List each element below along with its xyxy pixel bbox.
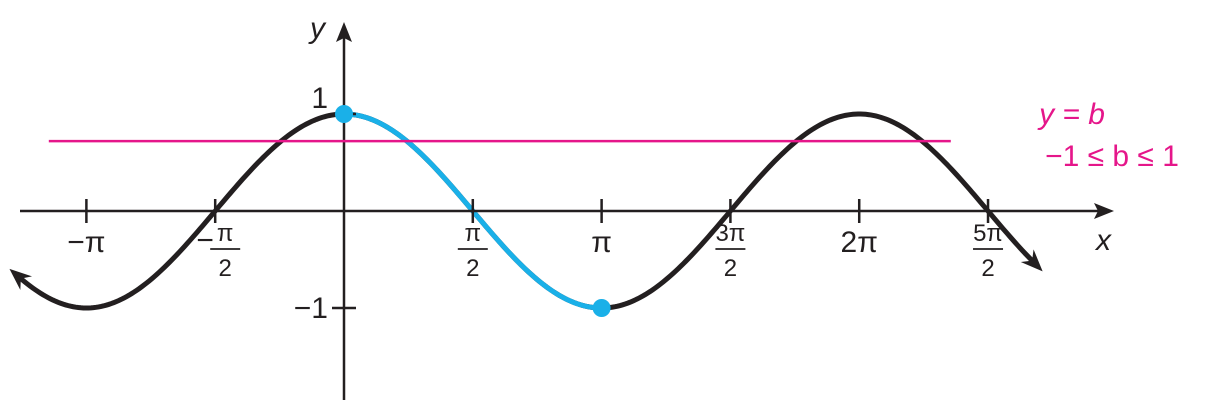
- curve-right-arrowhead: [1020, 249, 1043, 272]
- x-tick-label: π: [591, 226, 612, 259]
- highlight-point: [592, 299, 611, 317]
- x-tick-denominator: 2: [466, 255, 479, 282]
- line-condition-label: −1 ≤ b ≤ 1: [1045, 140, 1179, 173]
- x-tick-numerator: π: [465, 220, 482, 247]
- x-tick-label: −π: [67, 226, 105, 259]
- x-axis-arrowhead: [1094, 203, 1114, 219]
- x-tick-numerator: π: [217, 220, 234, 247]
- x-tick-denominator: 2: [219, 255, 232, 282]
- x-tick-numerator: 5π: [973, 220, 1003, 247]
- x-axis-label: x: [1094, 224, 1112, 257]
- y-axis-label: y: [308, 12, 327, 45]
- line-equation-label: y = b: [1037, 98, 1105, 131]
- highlight-point: [335, 105, 353, 123]
- x-tick-denominator: 2: [981, 255, 994, 282]
- x-tick-numerator: 3π: [715, 220, 745, 247]
- curve-left-arrowhead: [9, 268, 33, 291]
- axes-layer: x y: [20, 12, 1114, 400]
- y-axis-arrowhead: [336, 22, 352, 42]
- x-tick-label: 2π: [841, 226, 878, 259]
- y-tick-label: −1: [294, 292, 328, 325]
- x-tick-denominator: 2: [724, 255, 737, 282]
- points-layer: [335, 105, 611, 317]
- y-tick-label: 1: [311, 82, 328, 115]
- x-tick-sign: −: [196, 224, 214, 257]
